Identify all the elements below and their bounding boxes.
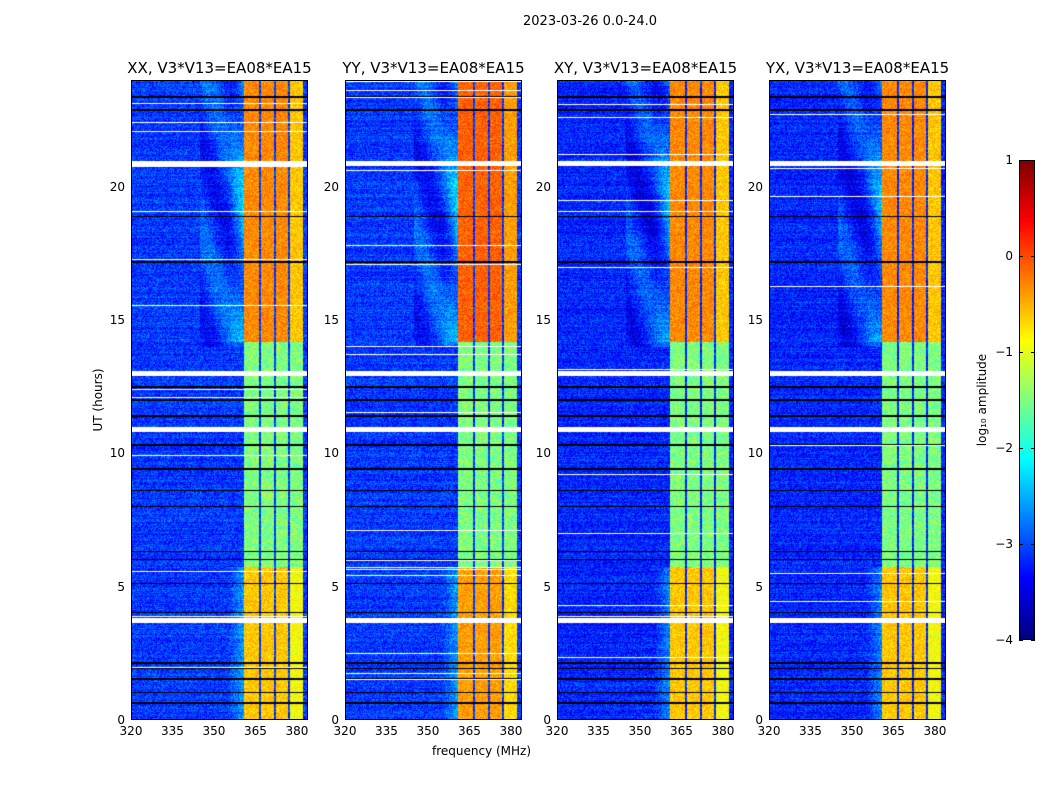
y-tick-label: 5 xyxy=(543,579,551,594)
spectrogram-heatmap xyxy=(558,81,733,719)
panel-title: XY, V3*V13=EA08*EA15 xyxy=(553,59,738,77)
y-tick-label: 20 xyxy=(109,179,125,194)
y-tick-label: 5 xyxy=(331,579,339,594)
spectrogram-panel-xy xyxy=(557,80,734,720)
spectrogram-heatmap xyxy=(132,81,307,719)
spectrogram-heatmap xyxy=(346,81,521,719)
y-tick-label: 15 xyxy=(747,313,763,327)
y-tick-label: 20 xyxy=(323,179,339,194)
x-tick-label: 365 xyxy=(244,724,267,738)
y-tick-label: 10 xyxy=(323,446,339,461)
colorbar-tick-label: 0 xyxy=(1005,249,1013,263)
y-tick-label: 0 xyxy=(117,713,125,727)
colorbar-tick-mark xyxy=(1031,448,1035,449)
colorbar-tick-mark xyxy=(1019,352,1023,353)
x-tick-label: 380 xyxy=(285,724,309,738)
colorbar-gradient xyxy=(1020,161,1034,639)
x-tick-label: 380 xyxy=(711,724,735,738)
x-tick-label: 320 xyxy=(757,724,781,738)
panel-title: XX, V3*V13=EA08*EA15 xyxy=(127,59,312,77)
x-tick-label: 335 xyxy=(161,724,184,738)
y-tick-label: 10 xyxy=(109,446,125,461)
x-tick-label: 320 xyxy=(119,724,143,738)
spectrogram-heatmap xyxy=(770,81,945,719)
x-tick-label: 320 xyxy=(333,724,357,738)
colorbar-tick-label: 1 xyxy=(1005,153,1013,167)
colorbar-tick-mark xyxy=(1031,256,1035,257)
colorbar-tick-mark xyxy=(1019,640,1023,641)
x-tick-label: 350 xyxy=(628,724,652,738)
x-tick-label: 335 xyxy=(587,724,610,738)
x-tick-label: 365 xyxy=(458,724,481,738)
spectrogram-panel-yy xyxy=(345,80,522,720)
y-tick-label: 20 xyxy=(747,179,763,194)
y-tick-label: 15 xyxy=(323,313,339,327)
x-tick-label: 335 xyxy=(799,724,822,738)
y-tick-label: 10 xyxy=(535,446,551,461)
spectrogram-panel-xx xyxy=(131,80,308,720)
colorbar-tick-mark xyxy=(1019,448,1023,449)
y-tick-label: 5 xyxy=(755,579,763,594)
y-tick-label: 15 xyxy=(109,313,125,327)
colorbar-tick-mark xyxy=(1031,640,1035,641)
colorbar-tick-mark xyxy=(1019,256,1023,257)
y-tick-label: 5 xyxy=(117,579,125,594)
colorbar-tick-mark xyxy=(1031,160,1035,161)
x-tick-label: 350 xyxy=(202,724,226,738)
x-tick-label: 335 xyxy=(375,724,398,738)
colorbar-tick-mark xyxy=(1019,544,1023,545)
x-tick-label: 320 xyxy=(545,724,569,738)
colorbar xyxy=(1019,160,1035,640)
y-tick-label: 0 xyxy=(543,713,551,727)
panel-title: YY, V3*V13=EA08*EA15 xyxy=(342,59,525,77)
x-tick-label: 380 xyxy=(499,724,523,738)
y-tick-label: 20 xyxy=(535,179,551,194)
y-tick-label: 0 xyxy=(755,713,763,727)
x-tick-label: 365 xyxy=(882,724,905,738)
panel-title: YX, V3*V13=EA08*EA15 xyxy=(765,59,950,77)
colorbar-tick-mark xyxy=(1031,352,1035,353)
spectrogram-panel-yx xyxy=(769,80,946,720)
y-tick-label: 0 xyxy=(331,713,339,727)
colorbar-tick-mark xyxy=(1019,160,1023,161)
x-tick-label: 350 xyxy=(840,724,864,738)
x-tick-label: 350 xyxy=(416,724,440,738)
colorbar-tick-label: −3 xyxy=(995,537,1013,551)
y-axis-label: UT (hours) xyxy=(91,368,105,432)
x-tick-label: 380 xyxy=(923,724,947,738)
y-tick-label: 10 xyxy=(747,446,763,461)
x-tick-label: 365 xyxy=(670,724,693,738)
colorbar-tick-label: −2 xyxy=(995,441,1013,455)
colorbar-tick-mark xyxy=(1031,544,1035,545)
figure-title: 2023-03-26 0.0-24.0 xyxy=(523,14,657,29)
colorbar-tick-label: −4 xyxy=(995,633,1013,647)
y-tick-label: 15 xyxy=(535,313,551,327)
x-axis-label: frequency (MHz) xyxy=(432,744,532,758)
colorbar-tick-label: −1 xyxy=(995,345,1013,359)
colorbar-label: log₁₀ amplitude xyxy=(975,353,989,447)
